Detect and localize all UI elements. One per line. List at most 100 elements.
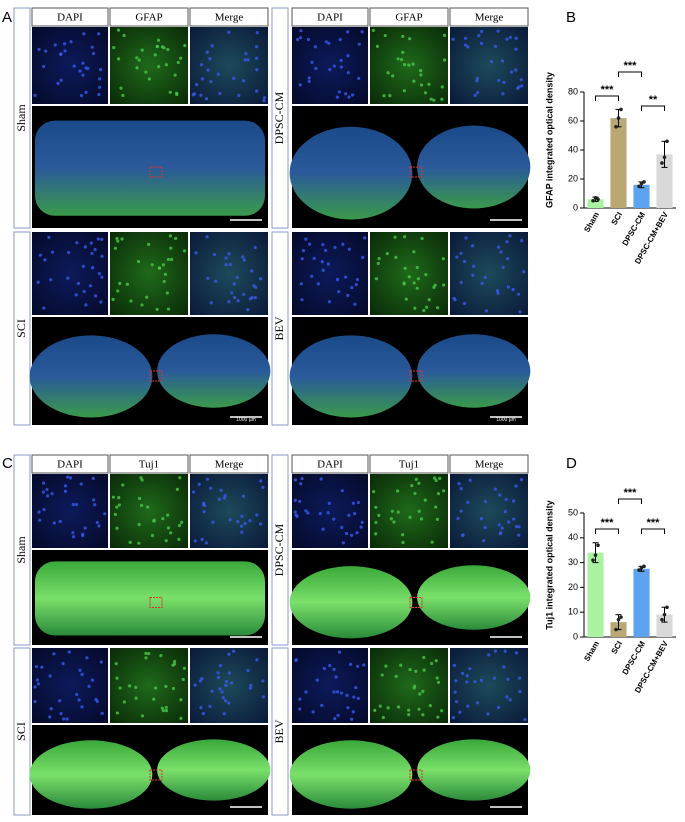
significance-label: *** [624, 60, 638, 72]
cell-dot [33, 685, 37, 689]
cell-dot [301, 249, 306, 253]
cell-dot [212, 253, 217, 257]
cell-dot [66, 475, 70, 479]
column-header: Tuj1 [399, 459, 419, 471]
cell-dot [258, 522, 263, 526]
cell-dot [462, 301, 467, 306]
cell-dot [49, 278, 53, 282]
data-point [596, 543, 600, 548]
scale-label: 1000 μm [236, 417, 256, 423]
cell-dot [335, 690, 340, 694]
cell-dot [98, 77, 102, 81]
cell-dot [161, 263, 166, 267]
cell-dot [41, 481, 46, 485]
row-label-box [271, 231, 289, 426]
cell-dot [407, 63, 411, 67]
cell-dot [304, 509, 308, 513]
cell-dot [403, 266, 407, 270]
cell-dot [412, 250, 416, 254]
cell-dot [457, 481, 461, 486]
cell-dot [136, 259, 141, 264]
cell-dot [134, 696, 138, 700]
cell-dot [116, 57, 121, 61]
cell-dot [262, 96, 267, 100]
cell-dot [229, 681, 234, 685]
micrograph [32, 232, 108, 315]
cell-dot [407, 713, 411, 717]
cell-dot [459, 509, 463, 513]
cell-dot [33, 93, 37, 97]
bar [610, 118, 627, 208]
cell-dot [80, 672, 84, 676]
cell-dot [194, 251, 198, 255]
cell-dot [519, 478, 524, 482]
cell-dot [463, 43, 468, 47]
cell-dot [242, 258, 246, 262]
cell-dot [81, 264, 85, 268]
y-tick-label: 40 [568, 144, 578, 154]
cell-dot [392, 520, 396, 524]
cell-dot [465, 674, 469, 678]
cell-dot [493, 487, 498, 491]
cell-dot [153, 686, 158, 690]
cell-dot [209, 80, 213, 84]
cell-dot [67, 250, 71, 255]
cell-dot [164, 684, 168, 688]
cell-dot [341, 541, 345, 545]
tissue [157, 334, 271, 408]
cell-dot [62, 717, 66, 721]
cell-dot [508, 698, 512, 702]
cell-dot [509, 70, 514, 74]
cell-dot [116, 28, 121, 32]
significance-bracket [595, 528, 619, 534]
cell-dot [371, 28, 375, 33]
cell-dot [93, 248, 97, 252]
cell-dot [159, 654, 163, 658]
tissue [289, 335, 413, 418]
cell-dot [326, 262, 330, 266]
cell-dot [172, 659, 177, 664]
cell-dot [434, 659, 438, 663]
cell-dot [454, 700, 459, 704]
column-header: Tuj1 [139, 459, 159, 471]
cell-dot [99, 300, 103, 304]
cell-dot [90, 251, 94, 256]
cell-dot [169, 531, 173, 535]
cell-dot [97, 524, 101, 528]
cell-dot [337, 90, 341, 94]
cell-dot [206, 68, 210, 72]
panel-letter: B [566, 9, 576, 26]
cell-dot [475, 701, 480, 705]
cell-dot [499, 250, 503, 254]
cell-dot [517, 292, 521, 296]
cell-dot [261, 485, 265, 490]
cell-dot [503, 510, 507, 514]
cell-dot [420, 236, 424, 241]
cell-dot [295, 38, 300, 42]
cell-dot [436, 680, 441, 684]
cell-dot [480, 281, 484, 285]
cell-dot [252, 284, 256, 288]
tissue [29, 335, 153, 418]
cell-dot [327, 501, 331, 505]
cell-dot [205, 50, 209, 54]
cell-dot [500, 59, 505, 63]
cell-dot [316, 282, 320, 286]
cell-dot [181, 677, 185, 682]
cell-dot [219, 488, 223, 492]
cell-dot [128, 684, 132, 688]
column-header-box [31, 7, 109, 27]
cell-dot [138, 496, 142, 501]
cell-dot [210, 44, 214, 48]
cell-dot [162, 279, 166, 284]
cell-dot [255, 513, 259, 517]
cell-dot [227, 300, 231, 304]
cell-dot [34, 664, 39, 669]
cell-dot [204, 541, 208, 545]
micrograph [110, 648, 188, 723]
cell-dot [76, 281, 81, 286]
cell-dot [168, 90, 172, 94]
cell-dot [335, 277, 340, 282]
cell-dot [177, 537, 181, 541]
cell-dot [193, 539, 197, 543]
